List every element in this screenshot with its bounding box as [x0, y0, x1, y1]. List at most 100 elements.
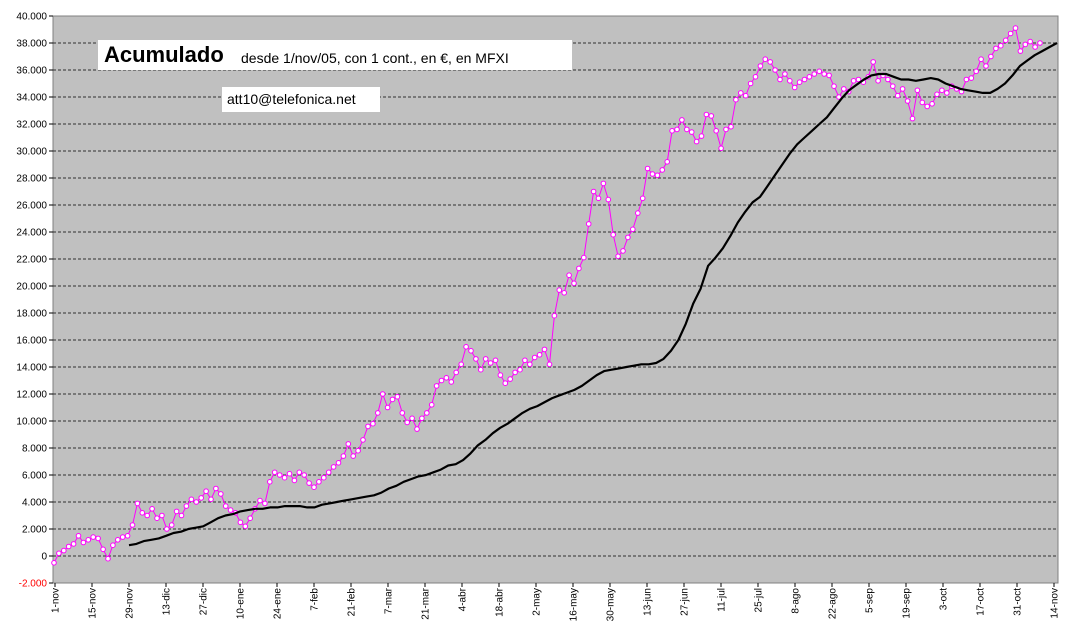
- x-tick-label: 19-sep: [902, 588, 913, 619]
- series-1-point: [968, 75, 975, 81]
- series-1-point: [360, 437, 366, 443]
- series-1-point: [502, 380, 509, 387]
- series-1-point: [576, 265, 582, 272]
- series-1-point: [350, 453, 357, 459]
- series-1-point: [492, 357, 499, 364]
- series-1-point: [728, 123, 734, 130]
- series-1-point: [610, 231, 617, 238]
- series-1-point: [659, 167, 666, 173]
- series-1-point: [115, 537, 121, 543]
- series-1-point: [478, 366, 484, 373]
- series-1-point: [276, 472, 283, 478]
- series-1-point: [291, 477, 298, 484]
- series-1-point: [590, 188, 597, 195]
- y-tick-label: 36.000: [16, 66, 47, 77]
- x-tick-label: 31-oct: [1013, 588, 1024, 616]
- x-tick-label: 21-mar: [421, 587, 432, 619]
- series-1-point: [453, 369, 460, 376]
- series-1-point: [75, 533, 82, 539]
- series-1-point: [909, 115, 916, 122]
- series-1-point: [649, 171, 656, 177]
- x-tick-label: 14-nov: [1050, 588, 1061, 619]
- series-1-point: [384, 404, 391, 411]
- series-1-point: [468, 348, 474, 354]
- y-tick-label: 28.000: [16, 174, 47, 185]
- series-1-point: [497, 372, 504, 378]
- series-1-point: [581, 254, 587, 261]
- series-1-point: [105, 555, 111, 562]
- series-1-point: [983, 63, 989, 69]
- series-1-point: [159, 512, 165, 519]
- series-1-point: [679, 117, 685, 123]
- series-1-point: [149, 506, 155, 512]
- series-1-point: [129, 522, 136, 528]
- series-1-point: [703, 111, 710, 118]
- series-1-point: [517, 366, 523, 373]
- series-1-point: [375, 410, 381, 416]
- series-1-point: [816, 68, 823, 75]
- x-tick-label: 7-mar: [384, 587, 395, 614]
- x-tick-label: 16-may: [569, 588, 580, 621]
- series-1-point: [644, 165, 651, 172]
- series-1-point: [831, 83, 837, 89]
- x-tick-label: 4-abr: [458, 587, 469, 611]
- series-1-point: [806, 74, 813, 80]
- series-1-point: [821, 71, 828, 77]
- series-1-point: [973, 68, 980, 75]
- series-1-point: [571, 280, 577, 287]
- series-1-point: [826, 72, 832, 79]
- series-1-point: [507, 376, 514, 382]
- series-1-point: [1022, 41, 1029, 48]
- series-1-point: [688, 129, 695, 135]
- y-tick-label: 16.000: [16, 336, 47, 347]
- series-1-point: [227, 507, 234, 513]
- series-1-point: [718, 145, 724, 152]
- series-1-point: [963, 76, 970, 83]
- y-tick-label: 8.000: [22, 444, 47, 455]
- y-tick-label: 6.000: [22, 471, 47, 482]
- series-1-point: [762, 56, 769, 63]
- series-1-point: [1002, 37, 1009, 44]
- series-1-point: [723, 126, 729, 133]
- series-1-point: [355, 447, 361, 454]
- x-tick-label: 27-jun: [680, 588, 691, 616]
- series-1-point: [70, 541, 77, 547]
- series-1-point: [791, 84, 798, 91]
- series-1-point: [757, 63, 764, 69]
- series-1-point: [262, 500, 268, 507]
- series-1-point: [213, 485, 219, 492]
- series-1-point: [222, 503, 229, 509]
- series-1-point: [531, 354, 538, 361]
- y-tick-label: 18.000: [16, 309, 47, 320]
- series-1-point: [752, 74, 759, 80]
- y-axis: -2.000 0 2.000 4.000 6.000 8.000 10.000 12.000 1…: [16, 12, 53, 590]
- y-tick-label: 22.000: [16, 255, 47, 266]
- annotation-box: att10@telefonica.net: [222, 87, 380, 112]
- series-1-point: [247, 515, 253, 522]
- series-1-point: [890, 83, 896, 89]
- y-tick-label: 2.000: [22, 525, 47, 536]
- y-tick-label: -2.000: [19, 579, 48, 590]
- series-1-point: [473, 356, 479, 362]
- series-1-point: [855, 76, 862, 83]
- series-1-point: [65, 543, 72, 550]
- y-tick-label: 20.000: [16, 282, 47, 293]
- series-1-point: [1027, 38, 1033, 45]
- x-tick-label: 18-abr: [495, 587, 506, 617]
- x-tick-label: 10-ene: [236, 588, 247, 620]
- series-1-point: [998, 42, 1004, 49]
- series-1-point: [894, 92, 901, 99]
- y-tick-label: 10.000: [16, 417, 47, 428]
- series-1-point: [203, 488, 209, 495]
- series-1-point: [286, 470, 293, 477]
- series-1-point: [561, 290, 568, 296]
- series-1-point: [870, 59, 877, 65]
- series-1-point: [664, 159, 671, 165]
- series-1-point: [419, 415, 425, 422]
- series-1-point: [914, 87, 921, 94]
- series-1-point: [566, 272, 572, 279]
- series-1-point: [237, 519, 244, 526]
- series-1-point: [522, 357, 528, 364]
- series-1-point: [787, 78, 793, 84]
